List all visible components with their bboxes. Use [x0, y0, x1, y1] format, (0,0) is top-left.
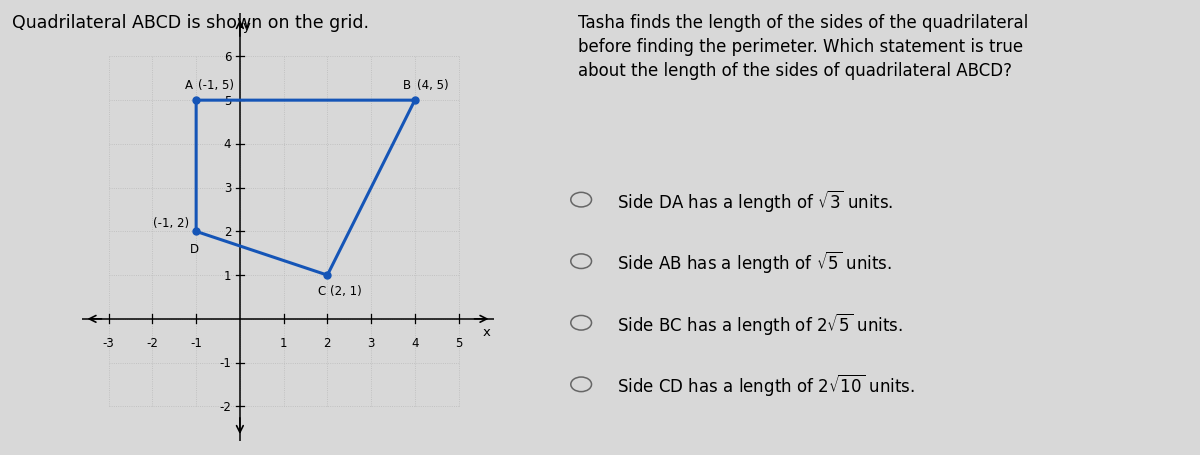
Text: A: A: [185, 79, 193, 92]
Text: 3: 3: [223, 182, 232, 195]
Text: 6: 6: [223, 51, 232, 64]
Text: y: y: [242, 20, 251, 33]
Text: x: x: [484, 326, 491, 339]
Text: (4, 5): (4, 5): [418, 79, 449, 92]
Text: -1: -1: [220, 356, 232, 369]
Text: Tasha finds the length of the sides of the quadrilateral
before finding the peri: Tasha finds the length of the sides of t…: [578, 14, 1028, 80]
Text: -3: -3: [103, 337, 114, 349]
Text: 4: 4: [223, 138, 232, 151]
Text: (-1, 5): (-1, 5): [198, 79, 234, 92]
Text: Side BC has a length of 2$\sqrt{5}$ units.: Side BC has a length of 2$\sqrt{5}$ unit…: [617, 310, 902, 336]
Text: -2: -2: [220, 400, 232, 413]
Text: 5: 5: [455, 337, 462, 349]
Text: 3: 3: [367, 337, 374, 349]
Text: 1: 1: [280, 337, 287, 349]
Text: D: D: [190, 243, 198, 256]
Text: (-1, 2): (-1, 2): [154, 217, 190, 230]
Text: 2: 2: [223, 225, 232, 238]
Text: 2: 2: [324, 337, 331, 349]
Text: -2: -2: [146, 337, 158, 349]
Text: Quadrilateral ABCD is shown on the grid.: Quadrilateral ABCD is shown on the grid.: [12, 14, 370, 31]
Text: 4: 4: [412, 337, 419, 349]
Text: C: C: [317, 284, 325, 297]
Text: -1: -1: [191, 337, 202, 349]
Text: 5: 5: [223, 95, 232, 107]
Text: Side AB has a length of $\sqrt{5}$ units.: Side AB has a length of $\sqrt{5}$ units…: [617, 248, 892, 275]
Text: Side CD has a length of 2$\sqrt{10}$ units.: Side CD has a length of 2$\sqrt{10}$ uni…: [617, 371, 914, 398]
Text: Side DA has a length of $\sqrt{3}$ units.: Side DA has a length of $\sqrt{3}$ units…: [617, 187, 893, 213]
Text: B: B: [403, 79, 412, 92]
Text: 1: 1: [223, 269, 232, 282]
Text: (2, 1): (2, 1): [330, 284, 362, 297]
